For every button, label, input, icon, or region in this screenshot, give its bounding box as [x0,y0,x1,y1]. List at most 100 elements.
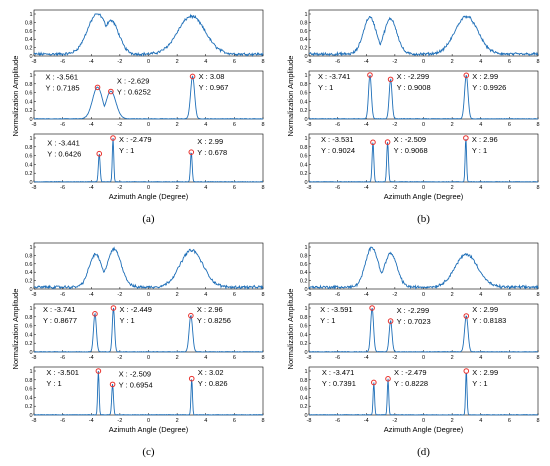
x-tick-label: -2 [117,185,122,191]
y-tick-label: 0.8 [25,82,33,88]
y-tick-label: 0.2 [300,171,308,177]
peak-marker [387,76,394,83]
annotation-y: Y : 1 [119,146,134,155]
annotation-x: X : -3.561 [46,72,79,81]
x-tick-label: 4 [204,292,207,298]
x-tick-label: 8 [536,59,539,65]
y-tick-label: 0.6 [25,387,33,393]
series-line [308,15,539,57]
x-tick-label: 8 [261,59,264,65]
x-tick-label: -6 [335,122,340,128]
annotation-y: Y : 0.9926 [472,83,506,92]
y-tick-label: 1 [304,306,307,312]
y-tick-label: 0 [304,287,307,293]
y-tick-label: 0.6 [25,324,33,330]
x-tick-label: -4 [364,292,369,298]
peak-marker [367,72,373,78]
annotation-y: Y : 0.8183 [472,316,506,325]
y-axis-label: Normalization Amplitude [286,56,295,137]
panel-mid: 0 0.2 0.4 0.6 0.8 1 -8 -6 -4 -2 0 2 4 6 8 X : -3.561 Y :… [25,70,265,128]
y-tick-label: 0.2 [25,108,33,114]
annotation-x: X : -3.441 [47,139,80,148]
x-tick-label: 4 [204,185,207,191]
x-tick-label: 0 [147,418,150,424]
annotation-y: Y : 0.9068 [394,146,428,155]
subfigure-label: (c) [142,446,155,458]
x-tick-label: 0 [147,292,150,298]
x-tick-label: -6 [335,185,340,191]
x-tick-label: -4 [364,122,369,128]
x-tick-label: -2 [392,122,397,128]
x-tick-label: 2 [176,185,179,191]
x-tick-label: 4 [204,59,207,65]
x-tick-label: 0 [422,292,425,298]
panel-bot: 0 0.2 0.4 0.6 0.8 1 -8 -6 -4 -2 0 2 4 6 8 X : -3.441 Y :… [25,133,265,191]
x-tick-label: 6 [508,122,511,128]
subfigure-2: 0 0.2 0.4 0.6 0.8 1 -8 -6 -4 -2 0 2 4 6 8 0 0.2 0.4 0.6 0.8… [11,242,265,458]
peak-marker [94,84,101,91]
x-tick-label: 6 [233,292,236,298]
y-tick-label: 0 [29,54,32,60]
annotation-x: X : 2.99 [472,305,498,314]
y-tick-label: 0.6 [300,324,308,330]
annotation-x: X : -2.449 [119,305,152,314]
panel-bot: 0 0.2 0.4 0.6 0.8 1 -8 -6 -4 -2 0 2 4 6 8 X : -3.501 Y :… [25,366,265,424]
y-tick-label: 0 [29,180,32,186]
x-tick-label: 0 [147,185,150,191]
x-tick-label: 4 [479,355,482,361]
x-tick-label: 6 [508,418,511,424]
y-tick-label: 0.2 [300,404,308,410]
y-tick-label: 0.8 [25,315,33,321]
panel-mid: 0 0.2 0.4 0.6 0.8 1 -8 -6 -4 -2 0 2 4 6 8 X : -3.741 Y :… [25,303,265,361]
annotation-x: X : -3.471 [322,368,355,377]
peak-marker [92,311,98,317]
plot-frame [33,9,264,57]
peak-marker [95,368,102,374]
panel-mid: 0 0.2 0.4 0.6 0.8 1 -8 -6 -4 -2 0 2 4 6 8 X : -3.591 Y :… [300,303,540,361]
y-axis-label: Normalization Amplitude [11,289,20,370]
y-tick-label: 0.4 [300,37,308,43]
x-tick-label: -4 [89,418,94,424]
x-tick-label: 2 [176,59,179,65]
x-tick-label: 8 [261,292,264,298]
x-tick-label: 0 [147,59,150,65]
x-tick-label: 6 [233,355,236,361]
annotation-x: X : 3.02 [198,368,224,377]
plot-frame [33,242,264,290]
x-tick-label: 8 [261,122,264,128]
annotation-y: Y : 0.8256 [197,316,231,325]
y-tick-label: 0 [304,117,307,123]
y-tick-label: 0.4 [300,162,308,168]
annotation-y: Y : 1 [46,379,61,388]
y-tick-label: 0.2 [25,404,33,410]
annotation-y: Y : 0.7185 [46,83,80,92]
x-tick-label: 4 [204,418,207,424]
y-tick-label: 1 [29,12,32,18]
y-tick-label: 0.2 [25,171,33,177]
annotation-y: Y : 1 [318,83,333,92]
annotation-y: Y : 0.9024 [321,146,355,155]
y-tick-label: 0.8 [300,82,308,88]
panel-bot: 0 0.2 0.4 0.6 0.8 1 -8 -6 -4 -2 0 2 4 6 8 X : -3.531 Y :… [300,133,540,191]
x-tick-label: 8 [536,292,539,298]
y-tick-label: 0.4 [25,395,33,401]
y-tick-label: 0.4 [25,162,33,168]
x-tick-label: -8 [307,355,312,361]
x-tick-label: 6 [233,122,236,128]
y-tick-label: 1 [304,369,307,375]
series-line [308,74,539,120]
plot-frame [308,242,539,290]
annotation-y: Y : 0.6426 [47,150,81,159]
x-axis-label: Azimuth Angle (Degree) [109,425,189,434]
y-tick-label: 0.2 [300,46,308,52]
plot-frame [308,303,539,353]
x-tick-label: -4 [89,292,94,298]
plot-frame [33,70,264,120]
x-tick-label: 8 [261,418,264,424]
x-tick-label: -6 [60,292,65,298]
x-tick-label: 2 [451,185,454,191]
y-tick-label: 1 [304,245,307,251]
peak-marker [463,313,470,319]
plot-frame [33,133,264,183]
x-tick-label: -8 [307,59,312,65]
